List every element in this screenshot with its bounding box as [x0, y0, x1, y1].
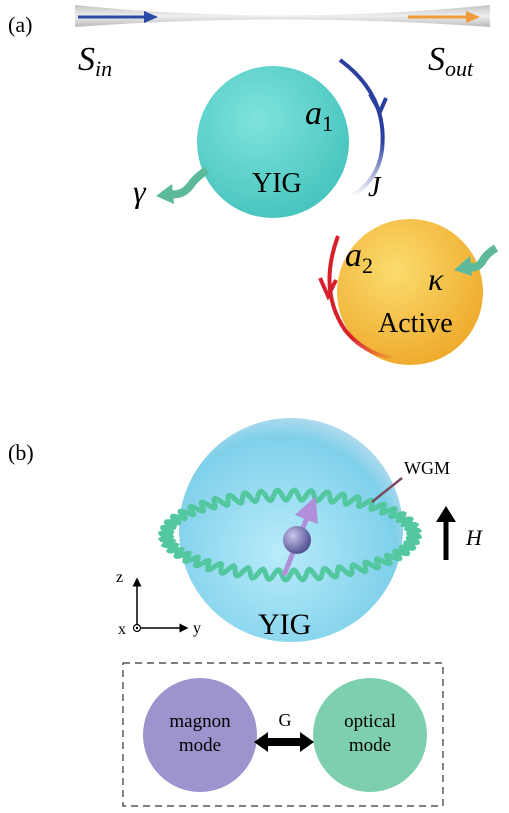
axis-label: x [118, 621, 126, 638]
mode-label: optical [344, 711, 396, 732]
coupling-label: G [279, 710, 292, 730]
sphere1-label: YIG [252, 168, 302, 199]
symbol: S [78, 41, 95, 78]
mode-label: mode [179, 735, 221, 756]
panel-label: (b) [8, 440, 34, 465]
loss-arrowhead [156, 184, 174, 204]
symbol: a [305, 95, 322, 132]
field-arrowhead [436, 506, 456, 522]
sphere-label: YIG [258, 608, 311, 641]
input-label: Sin [78, 41, 112, 81]
loss-label: γ [133, 173, 147, 209]
gain-label: κ [428, 261, 444, 297]
symbol: S [428, 41, 445, 78]
field-label: H [465, 525, 483, 550]
loss-arrow [170, 170, 207, 194]
output-label: Sout [428, 41, 474, 81]
coupling-arrow [254, 732, 314, 752]
subscript: out [445, 56, 474, 81]
axis-label: z [116, 569, 123, 586]
mode-label: mode [349, 735, 391, 756]
panel-label: (a) [8, 12, 32, 37]
figure: (a) Sin Sout a1 YIG J γ a2 κ Active (b) … [0, 0, 509, 813]
subscript: in [95, 56, 112, 81]
axis-label: y [193, 620, 201, 637]
wgm-label: WGM [404, 458, 450, 478]
subscript: 2 [362, 253, 373, 278]
x-axis-dot [136, 627, 138, 629]
mode-label: magnon [169, 711, 231, 732]
sphere2-label: Active [378, 308, 453, 339]
coupling-label: J [368, 172, 382, 203]
spin [283, 526, 311, 554]
subscript: 1 [322, 111, 333, 136]
symbol: a [345, 237, 362, 274]
